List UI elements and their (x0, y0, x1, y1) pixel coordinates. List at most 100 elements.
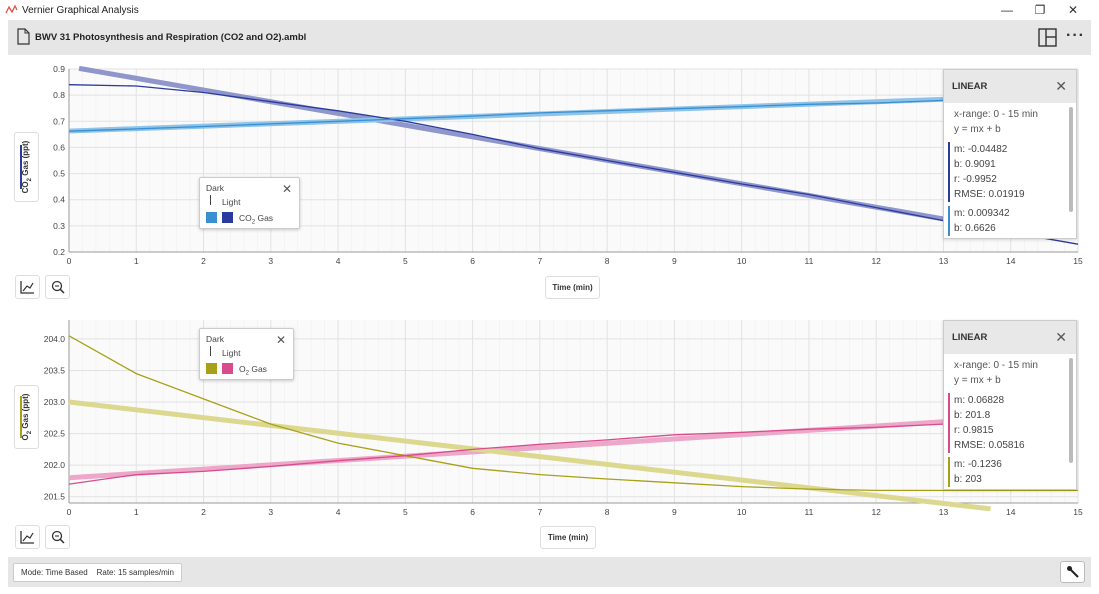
y-tick-label: 204.0 (44, 334, 66, 344)
x-tick-label: 4 (336, 256, 341, 266)
x-tick-label: 9 (672, 256, 677, 266)
fit-equation: y = mx + b (954, 375, 1001, 386)
legend-swatch-dark (222, 212, 233, 223)
mode-text: Mode: Time Based (21, 568, 88, 577)
fit-line-2 (68, 399, 991, 512)
x-tick-label: 13 (939, 256, 949, 266)
zoom-button[interactable] (45, 525, 70, 549)
x-tick-label: 14 (1006, 256, 1016, 266)
app-title: Vernier Graphical Analysis (22, 5, 139, 16)
x-tick-label: 12 (871, 507, 881, 517)
y-axis-selector-co2[interactable]: CO2 Gas (ppt) (14, 132, 39, 202)
x-axis-label-o2[interactable]: Time (min) (540, 526, 596, 549)
x-tick-label: 9 (672, 507, 677, 517)
co2-graph-plot[interactable]: 0.90.80.70.60.50.40.30.20 1 2 3 4 5 6 7 8 9 10 11 12… (8, 55, 1091, 275)
maximize-button[interactable]: ❐ (1034, 3, 1046, 17)
y-axis-selector-o2[interactable]: O2 Gas (ppt) (14, 385, 39, 449)
x-tick-label: 12 (871, 256, 881, 266)
window-titlebar: Vernier Graphical Analysis — ❐ ✕ (0, 0, 1099, 20)
zoom-out-icon (51, 280, 65, 294)
legend-swatch-dark (206, 363, 217, 374)
legend-series-label: CO2 Gas (239, 213, 274, 226)
x-tick-label: 11 (805, 256, 814, 266)
x-tick-label: 3 (268, 256, 273, 266)
y-tick-label: 202.5 (44, 429, 66, 439)
graph-options-button[interactable] (15, 525, 40, 549)
fit-dark-params: m: -0.04482 b: 0.9091 r: -0.9952 RMSE: 0… (948, 142, 1025, 202)
legend-sub-light: Light (222, 197, 241, 207)
sensor-tool-button[interactable] (1060, 561, 1085, 583)
x-tick-label: 7 (537, 507, 542, 517)
fit-title: LINEAR (952, 81, 988, 92)
legend-group-dark: Dark (206, 334, 224, 344)
fit-close-icon[interactable]: ✕ (1055, 329, 1067, 345)
x-tick-label: 11 (805, 507, 814, 517)
y-tick-label: 203.5 (44, 365, 66, 375)
y-tick-label: 0.9 (53, 64, 65, 74)
fit-scrollbar[interactable] (1069, 358, 1073, 463)
legend-group-dark: Dark (206, 183, 224, 193)
x-tick-label: 2 (201, 507, 206, 517)
y-tick-label: 203.0 (44, 397, 66, 407)
file-toolbar: BWV 31 Photosynthesis and Respiration (C… (8, 20, 1091, 55)
x-tick-label: 15 (1073, 256, 1083, 266)
graph-workspace: CO2 Gas (ppt) 0.9 0.8 0.7 0.6 0.5 0.4 0.3 0.2 0 1… (8, 55, 1091, 557)
legend-close-icon[interactable]: ✕ (281, 182, 292, 196)
y-tick-label: 0.4 (53, 195, 65, 205)
minimize-button[interactable]: — (1001, 3, 1013, 17)
layout-icon[interactable] (1038, 28, 1057, 47)
o2-linear-fit-panel: LINEAR ✕ x-range: 0 - 15 min y = mx + b … (943, 320, 1077, 490)
fit-scrollbar[interactable] (1069, 107, 1073, 212)
y-tick-label: 201.5 (44, 492, 66, 502)
x-tick-label: 8 (605, 256, 610, 266)
fit-line-1 (68, 419, 944, 481)
app-logo-icon (5, 4, 18, 14)
y-tick-label: 0.5 (53, 169, 65, 179)
x-tick-label: 1 (134, 256, 139, 266)
x-tick-label: 5 (403, 507, 408, 517)
x-tick-label: 4 (336, 507, 341, 517)
y-tick-label: 202.0 (44, 460, 66, 470)
more-options-icon[interactable]: ··· (1066, 27, 1085, 44)
co2-linear-fit-panel: LINEAR ✕ x-range: 0 - 15 min y = mx + b … (943, 69, 1077, 239)
x-tick-label: 8 (605, 507, 610, 517)
data-series-1 (68, 335, 1078, 492)
x-tick-label: 3 (268, 507, 273, 517)
y-tick-label: 0.7 (53, 116, 65, 126)
window-close-button[interactable]: ✕ (1067, 3, 1079, 17)
x-tick-label: 10 (737, 256, 747, 266)
y-tick-label: 0.6 (53, 142, 65, 152)
wrench-icon (1066, 566, 1079, 578)
fit-line-1 (78, 65, 944, 222)
y-tick-label: 0.3 (53, 221, 65, 231)
legend-close-icon[interactable]: ✕ (275, 333, 286, 347)
data-series-1 (68, 84, 1079, 245)
fit-xrange: x-range: 0 - 15 min (954, 109, 1038, 120)
x-tick-label: 5 (403, 256, 408, 266)
fit-xrange: x-range: 0 - 15 min (954, 360, 1038, 371)
y-tick-label: 0.2 (53, 247, 65, 257)
legend-sub-light: Light (222, 348, 241, 358)
x-tick-label: 15 (1073, 507, 1083, 517)
status-bar: Mode: Time Based Rate: 15 samples/min (8, 557, 1091, 587)
y-tick-label: 0.8 (53, 90, 65, 100)
fit-light-params: m: 0.009342 b: 0.6626 (948, 206, 1010, 236)
x-axis-label-co2[interactable]: Time (min) (545, 276, 600, 299)
data-collection-mode[interactable]: Mode: Time Based Rate: 15 samples/min (13, 563, 182, 582)
data-series-2 (68, 423, 944, 485)
o2-graph-plot[interactable]: 204.0 203.5 203.0 202.5 202.0 201.50 1 2 3 4 5 6 7 8 9… (8, 305, 1091, 525)
data-series-2 (68, 99, 944, 132)
zoom-button[interactable] (45, 275, 70, 299)
fit-close-icon[interactable]: ✕ (1055, 78, 1067, 94)
x-tick-label: 10 (737, 507, 747, 517)
file-icon[interactable] (17, 28, 30, 45)
x-tick-label: 13 (939, 507, 949, 517)
file-title: BWV 31 Photosynthesis and Respiration (C… (35, 32, 307, 43)
graph-axes-icon (20, 281, 34, 294)
x-tick-label: 6 (470, 507, 475, 517)
graph-options-button[interactable] (15, 275, 40, 299)
legend-series-label: O2 Gas (239, 364, 267, 377)
legend-swatch-light (222, 363, 233, 374)
fit-light-params: m: 0.06828 b: 201.8 r: 0.9815 RMSE: 0.05… (948, 393, 1025, 453)
x-tick-label: 0 (67, 507, 72, 517)
